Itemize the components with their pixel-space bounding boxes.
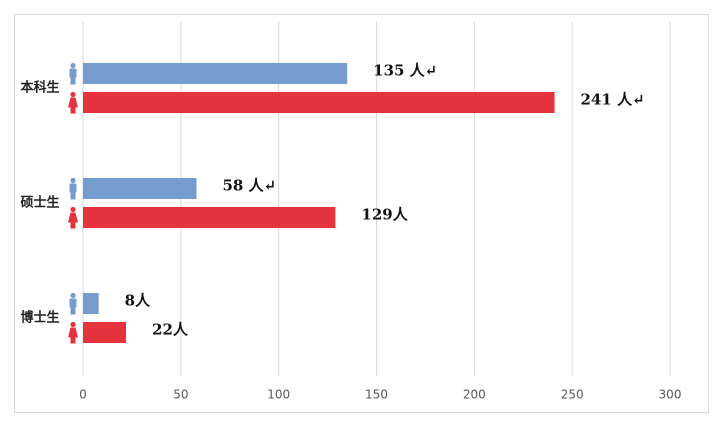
icon-head (70, 177, 76, 184)
x-tick-label: 200 (463, 388, 486, 402)
icon-legs (70, 107, 76, 114)
icon-body (68, 327, 78, 338)
icon-head (70, 206, 76, 213)
icon-body (68, 97, 78, 108)
bar (83, 322, 127, 343)
icon-legs (70, 337, 76, 344)
value-label: 129人 (361, 206, 408, 224)
bar (83, 92, 555, 113)
icon-legs (70, 222, 76, 229)
male-icon (69, 177, 77, 200)
icon-legs (70, 192, 76, 200)
y-tick-label: 硕士生 (20, 195, 59, 211)
value-label: 22人 (152, 321, 189, 339)
icon-body (68, 212, 78, 223)
x-tick-label: 0 (79, 388, 87, 402)
x-tick-label: 50 (173, 388, 188, 402)
value-label: 241 人↵ (581, 91, 645, 109)
value-label: 135 人↵ (373, 62, 437, 80)
x-tick-label: 150 (365, 388, 388, 402)
value-label: 8人 (125, 292, 151, 310)
icon-body (69, 298, 77, 308)
icon-head (70, 321, 76, 328)
icon-legs (70, 307, 76, 315)
male-icon (69, 292, 77, 315)
icon-head (70, 91, 76, 98)
bar (83, 63, 348, 84)
bar (83, 293, 99, 314)
icon-head (70, 292, 76, 299)
bar (83, 178, 197, 199)
male-icon (69, 62, 77, 85)
y-tick-label: 博士生 (20, 310, 59, 326)
female-icon (68, 91, 78, 114)
icon-body (69, 68, 77, 78)
female-icon (68, 206, 78, 229)
x-tick-label: 300 (659, 388, 682, 402)
female-icon (68, 321, 78, 344)
x-tick-label: 100 (267, 388, 290, 402)
icon-head (70, 62, 76, 69)
value-label: 58 人↵ (222, 177, 276, 195)
y-tick-label: 本科生 (20, 80, 59, 96)
x-tick-label: 250 (561, 388, 584, 402)
icon-body (69, 183, 77, 193)
bar (83, 207, 336, 228)
icon-legs (70, 77, 76, 85)
